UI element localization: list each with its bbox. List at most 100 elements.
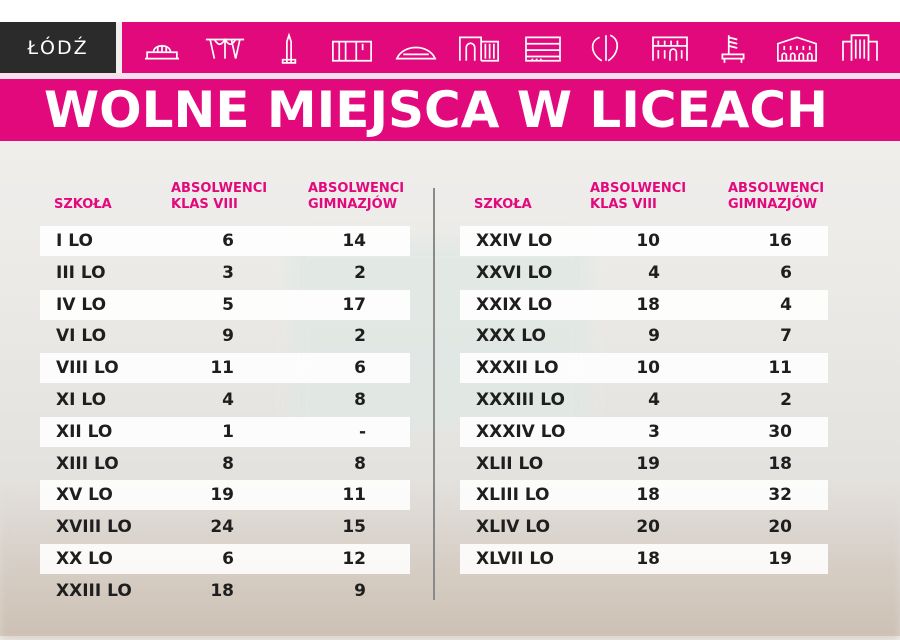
header-line: KLAS VIII bbox=[590, 197, 657, 212]
gymnasium-seats: 16 bbox=[768, 231, 792, 251]
header-line: KLAS VIII bbox=[171, 197, 238, 212]
table-row: XIII LO 8 8 bbox=[40, 449, 410, 479]
grade8-seats: 9 bbox=[222, 326, 234, 347]
school-name: XXXII LO bbox=[476, 358, 559, 379]
page-title: WOLNE MIEJSCA W LICEACH bbox=[0, 79, 900, 141]
header-grade8-right: ABSOLWENCI KLAS VIII bbox=[590, 181, 686, 213]
grade8-seats: 9 bbox=[648, 326, 660, 347]
table-row: XXX LO 9 7 bbox=[460, 321, 828, 351]
header-line: GIMNAZJÓW bbox=[308, 197, 398, 212]
grade8-seats: 19 bbox=[636, 453, 660, 474]
grade8-seats: 18 bbox=[210, 580, 234, 601]
gate-building-icon bbox=[459, 36, 500, 62]
table-row: VIII LO 11 6 bbox=[40, 353, 410, 384]
lodz-logo: ŁÓDŹ bbox=[0, 22, 116, 73]
table-row: XXXIV LO 3 30 bbox=[460, 416, 828, 447]
table-row: XLII LO 19 18 bbox=[460, 449, 828, 479]
piano-sculpture-icon bbox=[721, 34, 745, 63]
canopy-icon bbox=[206, 37, 245, 59]
gymnasium-seats: 2 bbox=[780, 390, 792, 410]
grade8-seats: 1 bbox=[222, 421, 234, 442]
factory-icon bbox=[332, 40, 373, 62]
table-row: VI LO 9 2 bbox=[40, 321, 410, 351]
header-line: ABSOLWENCI bbox=[308, 181, 405, 196]
separator bbox=[0, 73, 900, 79]
gymnasium-seats: 17 bbox=[342, 294, 366, 315]
school-name: XLII LO bbox=[476, 453, 544, 474]
tower-block-icon bbox=[842, 33, 879, 61]
school-name: XXIV LO bbox=[476, 231, 553, 251]
grade8-seats: 10 bbox=[636, 358, 660, 379]
gymnasium-seats: 19 bbox=[768, 549, 792, 569]
school-name: XXXIV LO bbox=[476, 421, 566, 442]
table-row: I LO 6 14 bbox=[40, 226, 410, 256]
grade8-seats: 3 bbox=[648, 421, 660, 442]
top-margin bbox=[0, 0, 900, 22]
logo-text: ŁÓDŹ bbox=[27, 36, 89, 59]
table-row: XXIV LO 10 16 bbox=[460, 226, 828, 256]
gymnasium-seats: 14 bbox=[342, 231, 366, 251]
gymnasium-seats: 2 bbox=[354, 326, 366, 347]
grade8-seats: 18 bbox=[636, 549, 660, 569]
header-line: GIMNAZJÓW bbox=[728, 197, 818, 212]
header-grade8-left: ABSOLWENCI KLAS VIII bbox=[171, 181, 267, 213]
table-row: XXVI LO 4 6 bbox=[460, 258, 828, 288]
school-name: VI LO bbox=[56, 326, 107, 347]
railway-station-icon bbox=[144, 44, 179, 59]
grade8-seats: 20 bbox=[636, 517, 660, 538]
gymnasium-seats: 6 bbox=[780, 262, 792, 283]
column-divider bbox=[433, 188, 435, 600]
header-gym-right: ABSOLWENCI GIMNAZJÓW bbox=[728, 181, 824, 213]
school-name: III LO bbox=[56, 262, 106, 283]
gymnasium-seats: 11 bbox=[768, 358, 792, 379]
grade8-seats: 18 bbox=[636, 294, 660, 315]
table-row: XLIII LO 18 32 bbox=[460, 480, 828, 511]
header-gym-left: ABSOLWENCI GIMNAZJÓW bbox=[308, 181, 404, 213]
table-row: XXIX LO 18 4 bbox=[460, 289, 828, 320]
stacked-building-icon bbox=[524, 36, 561, 62]
school-name: IV LO bbox=[56, 294, 107, 315]
grade8-seats: 4 bbox=[222, 390, 234, 410]
grade8-seats: 19 bbox=[210, 485, 234, 506]
table-row: XLIV LO 20 20 bbox=[460, 512, 828, 542]
grade8-seats: 3 bbox=[222, 262, 234, 283]
table-row: XXXIII LO 4 2 bbox=[460, 385, 828, 415]
manor-icon bbox=[776, 35, 817, 62]
school-name: XLIII LO bbox=[476, 485, 550, 506]
school-name: XXX LO bbox=[476, 326, 546, 347]
gymnasium-seats: 18 bbox=[768, 453, 792, 474]
school-name: XXXIII LO bbox=[476, 390, 565, 410]
grade8-seats: 4 bbox=[648, 390, 660, 410]
grade8-seats: 18 bbox=[636, 485, 660, 506]
table-row: XI LO 4 8 bbox=[40, 385, 410, 415]
monument-icon bbox=[281, 32, 296, 64]
palace-icon bbox=[651, 36, 688, 61]
gymnasium-seats: 4 bbox=[780, 294, 792, 315]
gymnasium-seats: 32 bbox=[768, 485, 792, 506]
school-name: VIII LO bbox=[56, 358, 119, 379]
table-row: XVIII LO 24 15 bbox=[40, 512, 410, 542]
header-school-left: SZKOŁA bbox=[54, 197, 112, 212]
grade8-seats: 10 bbox=[636, 231, 660, 251]
gymnasium-seats: 2 bbox=[354, 262, 366, 283]
grade8-seats: 6 bbox=[222, 231, 234, 251]
gymnasium-seats: 6 bbox=[354, 358, 366, 379]
gymnasium-seats: 15 bbox=[342, 517, 366, 538]
header-line: ABSOLWENCI bbox=[171, 181, 268, 196]
header-line: ABSOLWENCI bbox=[728, 181, 825, 196]
gymnasium-seats: 11 bbox=[342, 485, 366, 506]
header-school-right: SZKOŁA bbox=[474, 197, 532, 212]
table-row: XV LO 19 11 bbox=[40, 480, 410, 511]
gymnasium-seats: 8 bbox=[354, 453, 366, 474]
school-name: XVIII LO bbox=[56, 517, 132, 538]
school-name: XX LO bbox=[56, 549, 113, 569]
table-row: XLVII LO 18 19 bbox=[460, 544, 828, 574]
school-name: XXVI LO bbox=[476, 262, 553, 283]
arena-icon bbox=[395, 46, 437, 59]
gymnasium-seats: 20 bbox=[768, 517, 792, 538]
grade8-seats: 11 bbox=[210, 358, 234, 379]
grade8-seats: 6 bbox=[222, 549, 234, 569]
gymnasium-seats: 9 bbox=[354, 580, 366, 601]
header-line: ABSOLWENCI bbox=[590, 181, 687, 196]
gymnasium-seats: 30 bbox=[768, 421, 792, 442]
